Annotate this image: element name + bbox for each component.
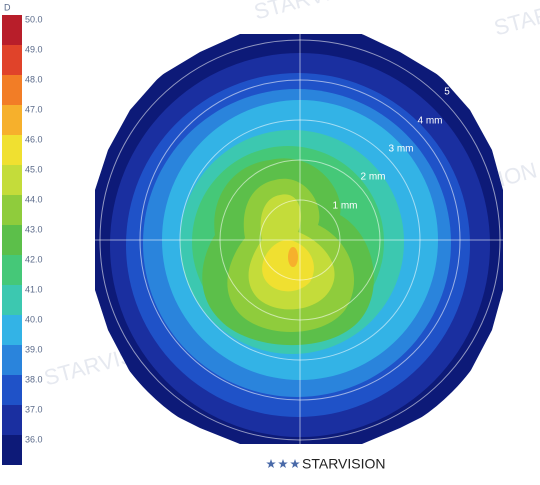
legend-swatch (2, 195, 22, 225)
ring (179, 119, 421, 361)
legend-swatch (2, 45, 22, 75)
watermark: STARVISION (491, 0, 540, 40)
legend-label: 49.0 (25, 44, 43, 54)
legend-swatch (2, 165, 22, 195)
legend-swatch (2, 15, 22, 45)
legend-label: 45.0 (25, 164, 43, 174)
ring (219, 159, 381, 321)
ring-label: 4 mm (418, 116, 443, 127)
legend-label: 36.0 (25, 434, 43, 444)
legend-swatch (2, 405, 22, 435)
legend-swatch (2, 315, 22, 345)
legend-label: 46.0 (25, 134, 43, 144)
legend-label: 44.0 (25, 194, 43, 204)
ring-label: 1 mm (333, 201, 358, 212)
brand: STARVISION (302, 456, 386, 472)
legend-swatch (2, 255, 22, 285)
legend-label: 43.0 (25, 224, 43, 234)
contour (262, 239, 314, 292)
legend-swatch (2, 105, 22, 135)
legend-swatch (2, 345, 22, 375)
ring (99, 39, 501, 441)
watermark: STARVISION (251, 0, 384, 24)
legend-label: 50.0 (25, 14, 43, 24)
ring-label: 5 (444, 87, 450, 98)
legend-label: 42.0 (25, 254, 43, 264)
legend: 50.0 49.0 48.0 47.0 46.0 45.0 44.0 43.0 42.0 41.0… (2, 14, 43, 465)
legend-swatch (2, 285, 22, 315)
ring-label: 2 mm (361, 172, 386, 183)
overlay-grid (95, 34, 503, 444)
legend-swatch (2, 135, 22, 165)
legend-label: 40.0 (25, 314, 43, 324)
legend-swatch (2, 435, 22, 465)
legend-label: 48.0 (25, 74, 43, 84)
legend-swatch (2, 225, 22, 255)
brand-stars (266, 459, 300, 469)
legend-label: 41.0 (25, 284, 43, 294)
legend-label: 37.0 (25, 404, 43, 414)
legend-swatch (2, 75, 22, 105)
ring (139, 79, 461, 401)
legend-swatch (2, 375, 22, 405)
legend-unit: D (4, 2, 11, 12)
ring-label: 3 mm (389, 144, 414, 155)
legend-label: 47.0 (25, 104, 43, 114)
legend-label: 39.0 (25, 344, 43, 354)
legend-label: 38.0 (25, 374, 43, 384)
contour (288, 247, 298, 267)
ring (259, 199, 341, 281)
